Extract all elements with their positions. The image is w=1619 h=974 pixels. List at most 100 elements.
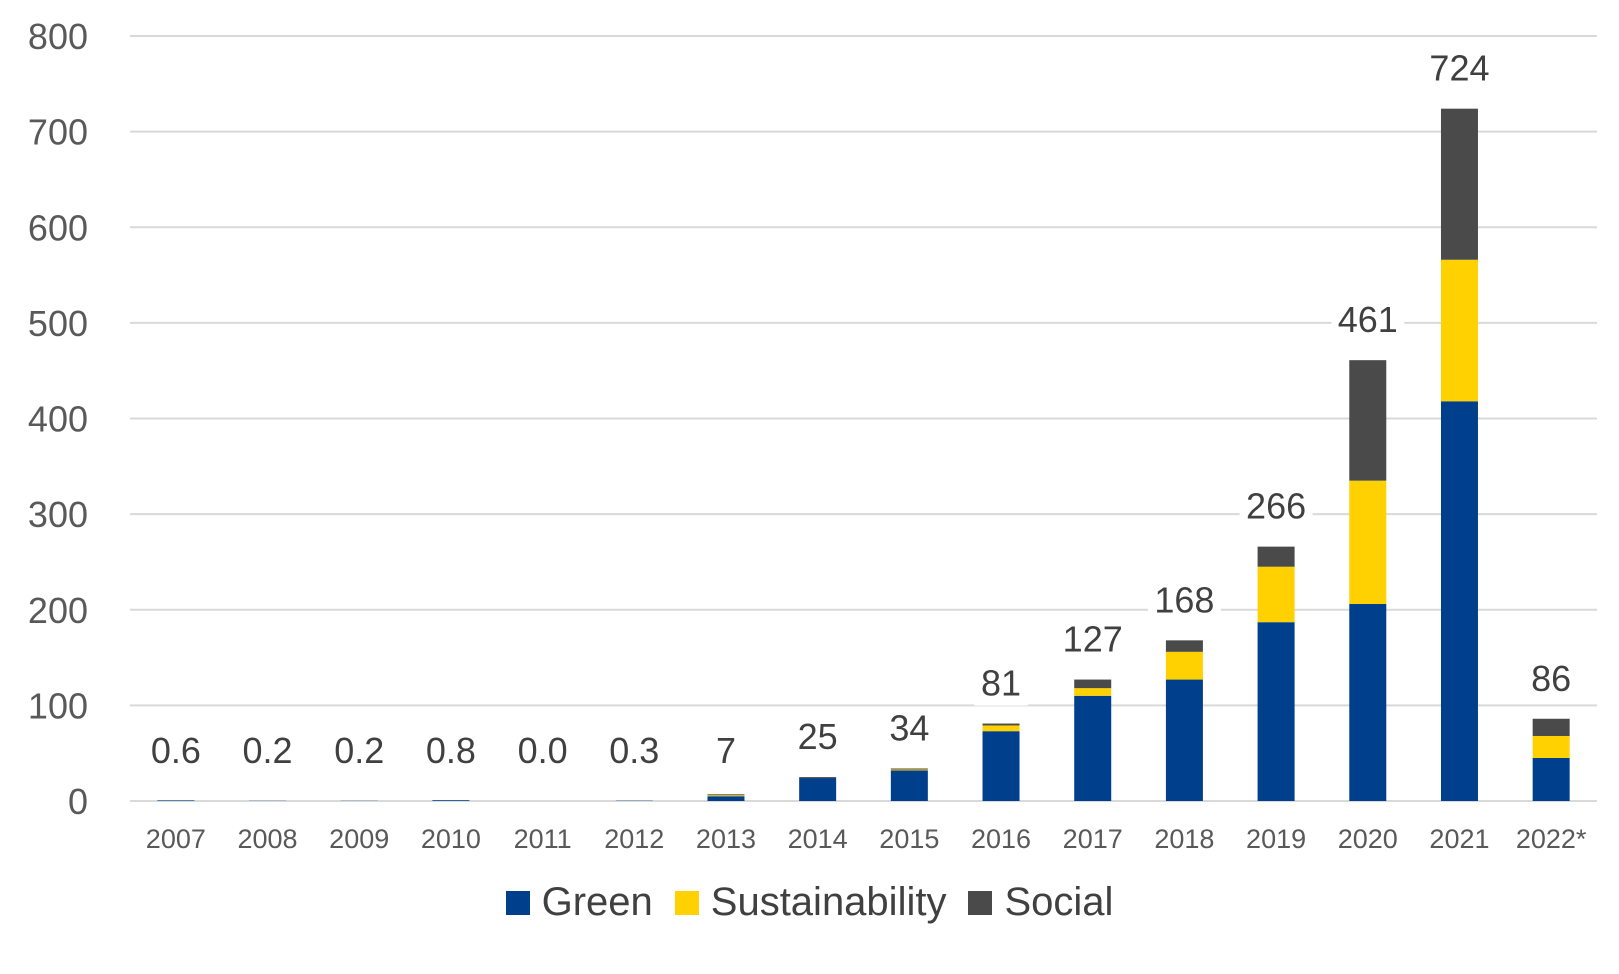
bar-segment-sustainability — [890, 769, 928, 771]
total-label-bg — [139, 729, 213, 773]
total-label-bg — [1422, 46, 1496, 91]
x-tick-label: 2019 — [1246, 824, 1306, 854]
x-tick-label: 2009 — [329, 824, 389, 854]
total-label-bg — [974, 661, 1029, 706]
bar-segment-sustainability — [707, 795, 745, 797]
y-tick-label: 800 — [28, 16, 88, 57]
x-tick-label: 2022* — [1516, 824, 1587, 854]
total-label-bg — [322, 729, 396, 773]
total-label-bg — [231, 729, 305, 773]
x-tick-label: 2015 — [879, 824, 939, 854]
y-axis-tick-labels: 0 100 200 300 400 500 600 700 800 — [28, 16, 88, 822]
total-label: 168 — [1154, 579, 1214, 620]
x-tick-label: 2021 — [1429, 824, 1489, 854]
total-label: 0.0 — [518, 730, 568, 771]
bar-segment-social — [1165, 640, 1203, 652]
y-tick-label: 700 — [28, 112, 88, 153]
x-tick-label: 2018 — [1154, 824, 1214, 854]
total-label-bg — [1239, 484, 1313, 529]
bars — [157, 108, 1570, 801]
bar-segment-sustainability — [1257, 566, 1295, 623]
y-tick-label: 0 — [68, 781, 88, 822]
bar-segment-sustainability — [1440, 259, 1478, 402]
bar-segment-social — [1532, 718, 1570, 736]
y-tick-label: 400 — [28, 399, 88, 440]
bar-segment-green — [1440, 401, 1478, 801]
bar-segment-social — [890, 768, 928, 770]
x-tick-label: 2008 — [237, 824, 297, 854]
bar-segment-green — [1532, 757, 1570, 801]
legend-swatch-sustainability — [674, 890, 699, 915]
total-label: 0.2 — [243, 730, 293, 771]
bar-segment-green — [1257, 622, 1295, 801]
total-label: 7 — [716, 730, 736, 771]
total-label: 25 — [798, 716, 838, 757]
bar-segment-green — [799, 778, 837, 801]
bar-segment-green — [1074, 695, 1112, 801]
total-labels: 0.6 0.2 0.2 0.8 0.0 0.3 7 25 34 81 127 168 266 461 724… — [139, 46, 1579, 773]
x-tick-label: 2007 — [146, 824, 206, 854]
x-tick-label: 2010 — [421, 824, 481, 854]
total-label: 0.6 — [151, 730, 201, 771]
total-label-bg — [1331, 298, 1405, 343]
bar-segment-sustainability — [982, 725, 1020, 732]
bar-segment-social — [1074, 679, 1112, 689]
x-tick-label: 2011 — [514, 824, 572, 854]
x-tick-label: 2013 — [696, 824, 756, 854]
bar-segment-green — [1165, 679, 1203, 801]
total-label-bg — [414, 729, 488, 773]
total-label: 34 — [889, 707, 929, 748]
bar-segment-green — [432, 800, 470, 801]
total-label-bg — [708, 729, 744, 773]
x-tick-label: 2014 — [788, 824, 848, 854]
bar-segment-green — [890, 770, 928, 801]
y-tick-label: 300 — [28, 494, 88, 535]
bar-segment-social — [707, 794, 745, 796]
gridlines — [130, 35, 1597, 802]
legend-swatch-green — [505, 890, 530, 915]
bar-segment-green — [982, 731, 1020, 801]
bar-segment-social — [1349, 360, 1387, 481]
total-label: 0.8 — [426, 730, 476, 771]
y-tick-label: 500 — [28, 303, 88, 344]
x-tick-label: 2016 — [971, 824, 1031, 854]
bar-segment-green — [707, 796, 745, 801]
legend-label-green: Green — [541, 880, 653, 924]
total-label-bg — [790, 715, 845, 760]
total-label: 724 — [1429, 48, 1489, 89]
total-label-bg — [1524, 656, 1579, 701]
bar-segment-social — [982, 723, 1020, 726]
legend-item-sustainability: Sustainability — [674, 880, 947, 925]
bar-segment-green — [1349, 604, 1387, 801]
y-tick-label: 100 — [28, 685, 88, 726]
total-label-bg — [1147, 578, 1221, 623]
x-tick-label: 2020 — [1338, 824, 1398, 854]
legend-swatch-social — [968, 890, 993, 915]
bar-segment-social — [1440, 108, 1478, 260]
total-label: 86 — [1531, 658, 1571, 699]
total-label: 266 — [1246, 486, 1306, 527]
legend-item-green: Green — [505, 880, 653, 925]
total-label-bg — [597, 729, 671, 773]
legend: Green Sustainability Social — [0, 880, 1619, 925]
bar-segment-sustainability — [1165, 651, 1203, 680]
total-label: 0.2 — [334, 730, 384, 771]
legend-label-social: Social — [1004, 880, 1114, 924]
total-label: 461 — [1338, 299, 1398, 340]
y-tick-label: 600 — [28, 207, 88, 248]
bar-segment-sustainability — [1349, 480, 1387, 605]
total-label-bg — [882, 706, 937, 751]
total-label: 0.3 — [609, 730, 659, 771]
bar-segment-sustainability — [1074, 688, 1112, 696]
x-axis-tick-labels: 2007 2008 2009 2010 2011 2012 2013 2014 2015 2016… — [146, 824, 1587, 854]
total-label: 127 — [1063, 619, 1123, 660]
total-label-bg — [1056, 617, 1130, 662]
legend-label-sustainability: Sustainability — [710, 880, 947, 924]
bar-segment-green — [157, 800, 195, 801]
legend-item-social: Social — [968, 880, 1113, 925]
bar-segment-sustainability — [1532, 735, 1570, 758]
y-tick-label: 200 — [28, 590, 88, 631]
bar-segment-social — [799, 777, 837, 779]
x-tick-label: 2012 — [604, 824, 664, 854]
